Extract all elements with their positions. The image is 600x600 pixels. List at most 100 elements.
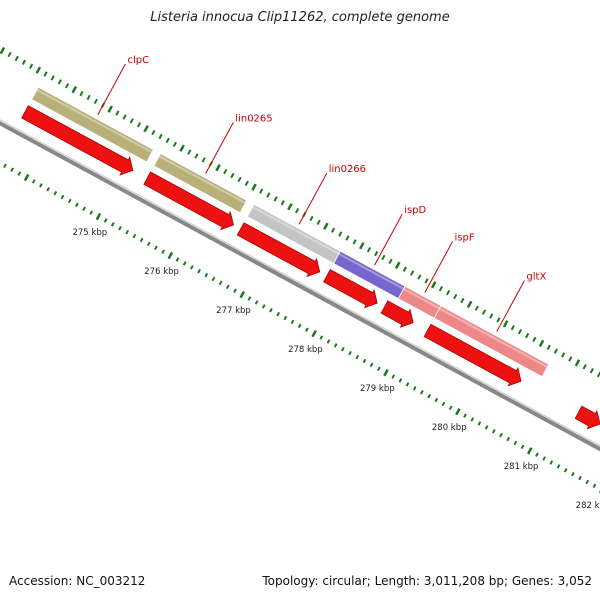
- inner-minor-tick: [556, 464, 561, 469]
- outer-minor-tick: [417, 274, 422, 280]
- inner-minor-tick: [190, 265, 194, 270]
- outer-major-tick: [107, 105, 113, 113]
- outer-minor-tick: [158, 133, 163, 140]
- inner-minor-tick: [53, 190, 58, 196]
- outer-major-tick: [179, 144, 185, 152]
- outer-minor-tick: [366, 247, 372, 253]
- inner-minor-tick: [146, 241, 151, 247]
- inner-minor-tick: [132, 233, 137, 239]
- inner-minor-tick: [197, 268, 201, 274]
- outer-major-tick: [0, 46, 6, 55]
- outer-minor-tick: [330, 227, 336, 233]
- outer-minor-tick: [43, 71, 48, 77]
- inner-minor-tick: [578, 475, 582, 481]
- gene-label-ispF: ispF: [455, 233, 475, 244]
- outer-minor-tick: [172, 141, 177, 147]
- outer-minor-tick: [136, 122, 142, 128]
- outer-minor-tick: [295, 207, 300, 214]
- inner-minor-tick: [362, 358, 367, 364]
- gene-label-clpC: clpC: [128, 55, 150, 66]
- outer-minor-tick: [29, 63, 34, 69]
- inner-minor-tick: [125, 229, 130, 235]
- inner-minor-tick: [10, 167, 15, 172]
- gene-band-clpC: [31, 86, 154, 163]
- outer-minor-tick: [517, 328, 523, 335]
- inner-minor-tick: [82, 206, 86, 211]
- inner-minor-tick: [305, 327, 309, 332]
- inner-minor-tick: [376, 366, 381, 372]
- inner-major-tick: [23, 173, 30, 182]
- outer-major-tick: [251, 183, 257, 191]
- outer-minor-tick: [388, 258, 393, 265]
- inner-minor-tick: [46, 186, 50, 192]
- inner-minor-tick: [297, 323, 302, 329]
- gene-label-lin0266: lin0266: [329, 164, 366, 175]
- inner-minor-tick: [477, 421, 482, 426]
- inner-minor-tick: [369, 362, 374, 368]
- inner-minor-tick: [585, 479, 590, 485]
- inner-minor-tick: [175, 257, 180, 262]
- inner-major-tick: [239, 290, 245, 299]
- gene-label-ispD: ispD: [404, 205, 426, 216]
- inner-minor-tick: [161, 249, 165, 254]
- outer-minor-tick: [553, 348, 558, 354]
- inner-minor-tick: [441, 401, 446, 407]
- inner-minor-tick: [60, 194, 65, 200]
- cds-arrow: [380, 300, 414, 328]
- leader-line-ispF: [424, 241, 453, 293]
- outer-minor-tick: [561, 352, 566, 358]
- inner-minor-tick: [434, 397, 439, 403]
- accession-text: Accession: NC_003212: [9, 574, 146, 588]
- cds-arrow: [143, 171, 234, 231]
- scale-label: 277 kbp: [216, 306, 251, 316]
- inner-minor-tick: [261, 304, 266, 309]
- inner-minor-tick: [89, 210, 94, 215]
- outer-major-tick: [538, 339, 545, 348]
- inner-minor-tick: [491, 429, 496, 434]
- outer-minor-tick: [496, 317, 501, 323]
- inner-minor-tick: [348, 350, 352, 356]
- inner-minor-tick: [448, 405, 453, 411]
- outer-minor-tick: [259, 188, 264, 194]
- outer-major-tick: [287, 203, 293, 211]
- outer-minor-tick: [230, 172, 235, 179]
- outer-minor-tick: [7, 51, 12, 58]
- gene-band-gltX: [433, 305, 550, 378]
- outer-minor-tick: [165, 137, 170, 144]
- outer-minor-tick: [93, 98, 98, 105]
- inner-minor-tick: [283, 315, 288, 321]
- inner-minor-tick: [3, 163, 7, 169]
- inner-minor-tick: [420, 389, 424, 395]
- inner-minor-tick: [412, 386, 417, 391]
- inner-minor-tick: [355, 354, 360, 360]
- inner-minor-tick: [290, 319, 295, 325]
- inner-minor-tick: [535, 452, 539, 457]
- outer-minor-tick: [187, 149, 192, 155]
- gene-band-shine: [403, 288, 440, 310]
- inner-minor-tick: [233, 288, 237, 293]
- inner-minor-tick: [247, 296, 252, 301]
- inner-minor-tick: [398, 378, 403, 383]
- leader-line-ispD: [374, 213, 403, 266]
- outer-minor-tick: [273, 196, 278, 202]
- outer-minor-tick: [568, 356, 573, 362]
- outer-minor-tick: [79, 90, 84, 97]
- outer-minor-tick: [201, 157, 206, 163]
- inner-major-tick: [383, 369, 389, 377]
- inner-minor-tick: [139, 237, 144, 243]
- scale-label: 275 kbp: [72, 228, 107, 238]
- inner-major-tick: [311, 329, 317, 338]
- outer-minor-tick: [50, 75, 55, 81]
- outer-minor-tick: [316, 219, 321, 226]
- leader-line-gltX: [496, 280, 525, 332]
- inner-minor-tick: [276, 311, 280, 317]
- inner-minor-tick: [571, 471, 575, 477]
- inner-minor-tick: [254, 300, 259, 305]
- scale-label: 281 kbp: [504, 462, 539, 472]
- leader-line-lin0266: [298, 173, 328, 225]
- inner-minor-tick: [513, 440, 518, 446]
- inner-minor-tick: [67, 198, 72, 204]
- outer-major-tick: [215, 164, 221, 172]
- outer-minor-tick: [86, 94, 91, 101]
- inner-minor-tick: [484, 425, 489, 430]
